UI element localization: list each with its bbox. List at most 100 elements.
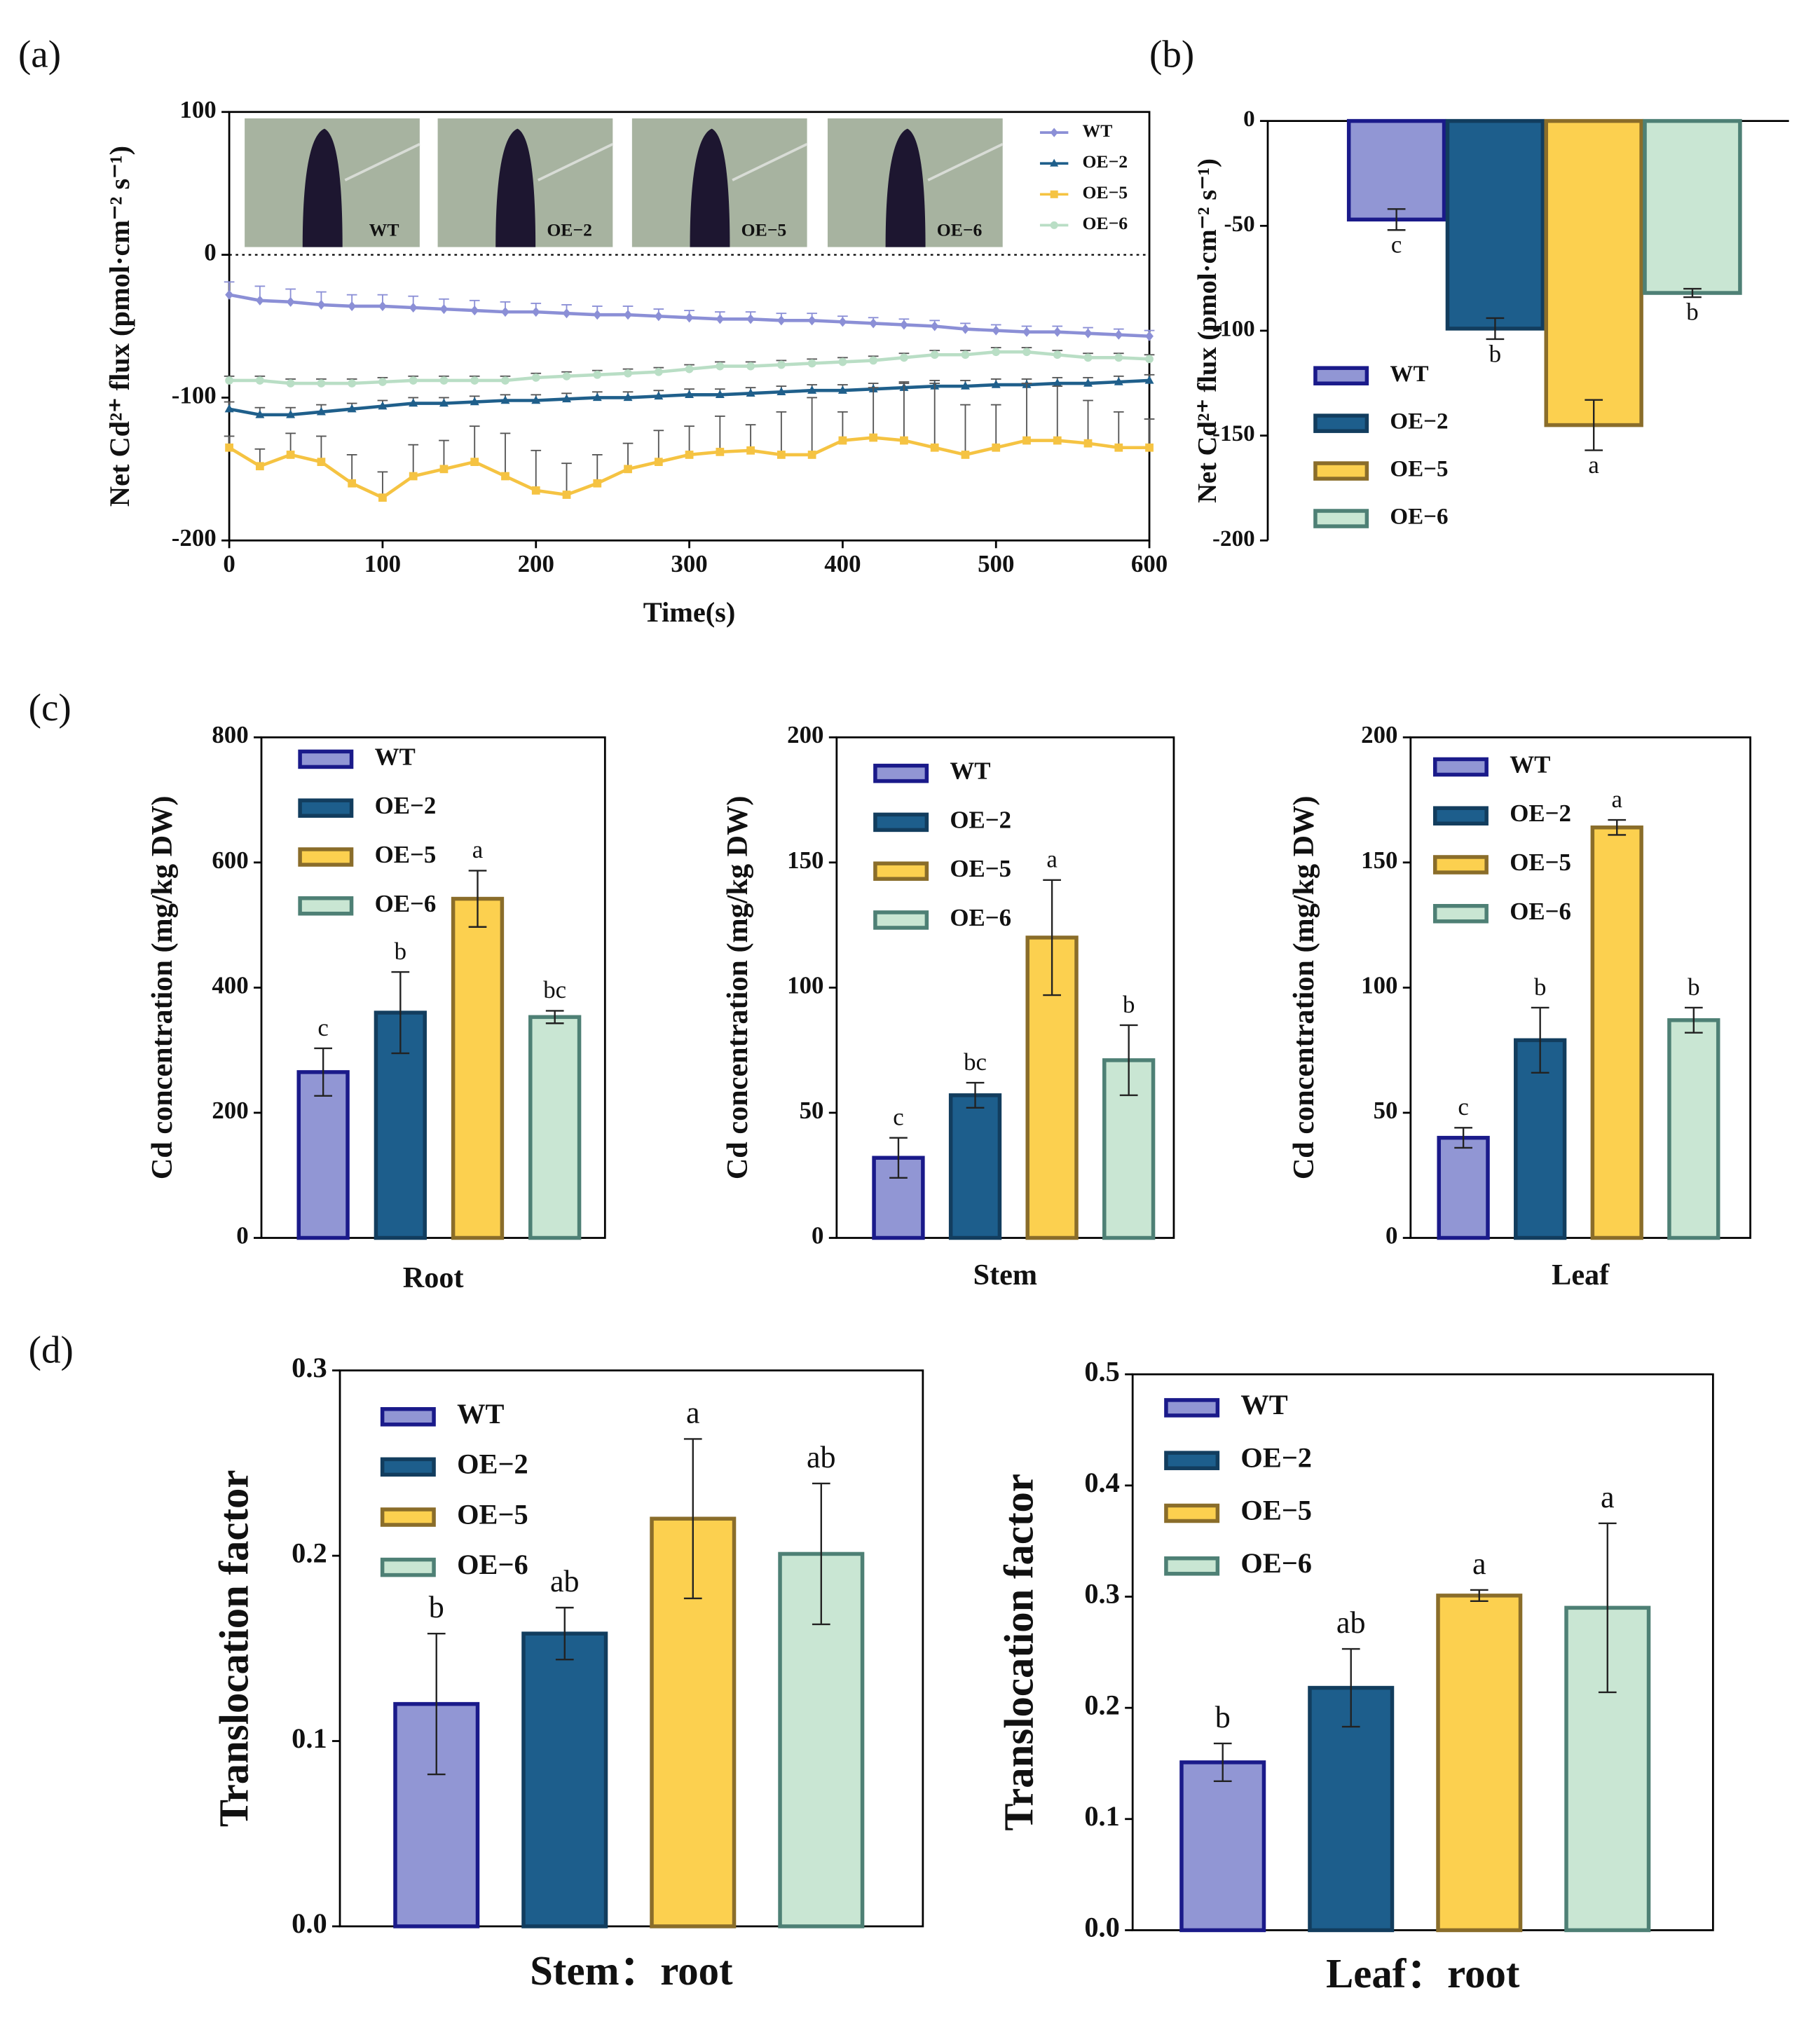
root-shape [690, 128, 730, 247]
legend-swatch [873, 910, 929, 930]
series-marker [531, 486, 540, 495]
series-marker [592, 392, 602, 402]
y-tick-label: -100 [1212, 317, 1255, 342]
series-marker [807, 451, 816, 459]
x-axis-title: Root [403, 1261, 464, 1294]
significance-letter: c [317, 1014, 328, 1041]
legend-label: OE−5 [1510, 849, 1571, 876]
legend-label: OE−2 [950, 806, 1011, 833]
panel-label: (c) [29, 686, 71, 729]
root-shape [495, 128, 536, 247]
y-tick-label: 0 [1385, 1222, 1397, 1249]
series-marker [224, 404, 234, 413]
significance-letter: a [1601, 1480, 1615, 1514]
series-marker [1114, 353, 1123, 362]
electrode [732, 143, 808, 181]
series-marker [439, 465, 449, 474]
series-marker [439, 398, 449, 407]
series-marker [685, 390, 695, 399]
significance-letter: b [1215, 1700, 1231, 1734]
series-marker [776, 315, 786, 326]
y-tick-label: 200 [1361, 721, 1397, 748]
significance-letter: b [1123, 991, 1135, 1018]
series-marker [316, 406, 326, 416]
legend-label: WT [375, 743, 416, 770]
series-marker [1114, 329, 1123, 340]
series-marker [1022, 348, 1031, 357]
series-marker [900, 436, 908, 445]
series-marker [286, 451, 295, 459]
legend-label: OE−2 [1390, 409, 1448, 434]
bar [1544, 118, 1643, 427]
legend-label: OE−5 [457, 1498, 528, 1530]
series-marker [685, 313, 694, 323]
legend-swatch [298, 798, 354, 818]
x-tick-label: 300 [671, 550, 707, 577]
y-tick-label: 100 [179, 96, 216, 123]
series-marker [654, 391, 664, 400]
plot-frame [338, 1369, 924, 1928]
series-marker [347, 404, 357, 413]
series-marker [869, 318, 878, 329]
legend-label: OE−2 [457, 1448, 528, 1480]
series-marker [654, 458, 663, 467]
x-tick-label: 200 [518, 550, 554, 577]
series-marker [593, 370, 602, 379]
legend-label: OE−5 [375, 841, 437, 868]
series-marker [960, 381, 970, 390]
y-tick-label: 0 [236, 1222, 248, 1249]
significance-letter: b [429, 1590, 444, 1624]
legend-swatch [1432, 757, 1489, 777]
legend-swatch [1164, 1556, 1220, 1576]
bar [528, 1015, 582, 1240]
series-marker [746, 362, 755, 371]
y-tick-label: 100 [1361, 971, 1397, 999]
series-marker [807, 359, 816, 368]
photo-label: OE−2 [547, 219, 592, 240]
series-marker [562, 491, 571, 499]
significance-letter: b [1489, 340, 1501, 367]
bar [948, 1093, 1002, 1240]
bar [650, 1516, 737, 1928]
legend-label: WT [950, 758, 990, 785]
series-marker [593, 310, 602, 320]
legend-label: WT [1390, 362, 1428, 387]
y-axis-title: Cd concentration (mg/kg DW) [146, 796, 179, 1180]
legend-label: OE−5 [1240, 1495, 1312, 1526]
series-marker [562, 394, 571, 403]
series-marker [807, 385, 817, 394]
y-tick-label: 50 [1374, 1097, 1398, 1124]
y-tick-label: 0.3 [292, 1352, 327, 1383]
y-tick-label: 0.2 [1084, 1689, 1119, 1720]
series-marker [716, 447, 725, 456]
legend-marker [1050, 128, 1058, 137]
series-marker [255, 462, 264, 471]
series-marker [623, 392, 633, 402]
y-tick-label: 600 [212, 847, 248, 874]
legend-label: WT [1083, 121, 1113, 141]
series-marker [409, 398, 418, 407]
series-marker [1114, 443, 1123, 452]
series-marker [378, 401, 388, 410]
series-marker [225, 289, 233, 300]
y-tick-label: 0.0 [292, 1907, 327, 1939]
legend-swatch [1164, 1398, 1220, 1418]
legend-swatch [380, 1406, 436, 1427]
legend-marker [1050, 190, 1058, 198]
series-marker [900, 353, 908, 362]
significance-letter: bc [543, 976, 566, 1003]
series-marker [317, 299, 326, 310]
electrode [344, 143, 420, 181]
x-tick-label: 0 [223, 550, 235, 577]
y-tick-label: 0.1 [1084, 1800, 1119, 1832]
y-tick-label: -200 [172, 524, 217, 551]
series-marker [624, 369, 632, 378]
legend-swatch [380, 1557, 436, 1577]
significance-letter: a [472, 836, 483, 863]
series-marker [869, 356, 878, 365]
bar [1346, 118, 1446, 222]
series-marker [286, 409, 296, 418]
legend-marker [1050, 158, 1059, 167]
y-axis-title: Translocation factor [997, 1474, 1042, 1831]
x-tick-label: 100 [364, 550, 401, 577]
